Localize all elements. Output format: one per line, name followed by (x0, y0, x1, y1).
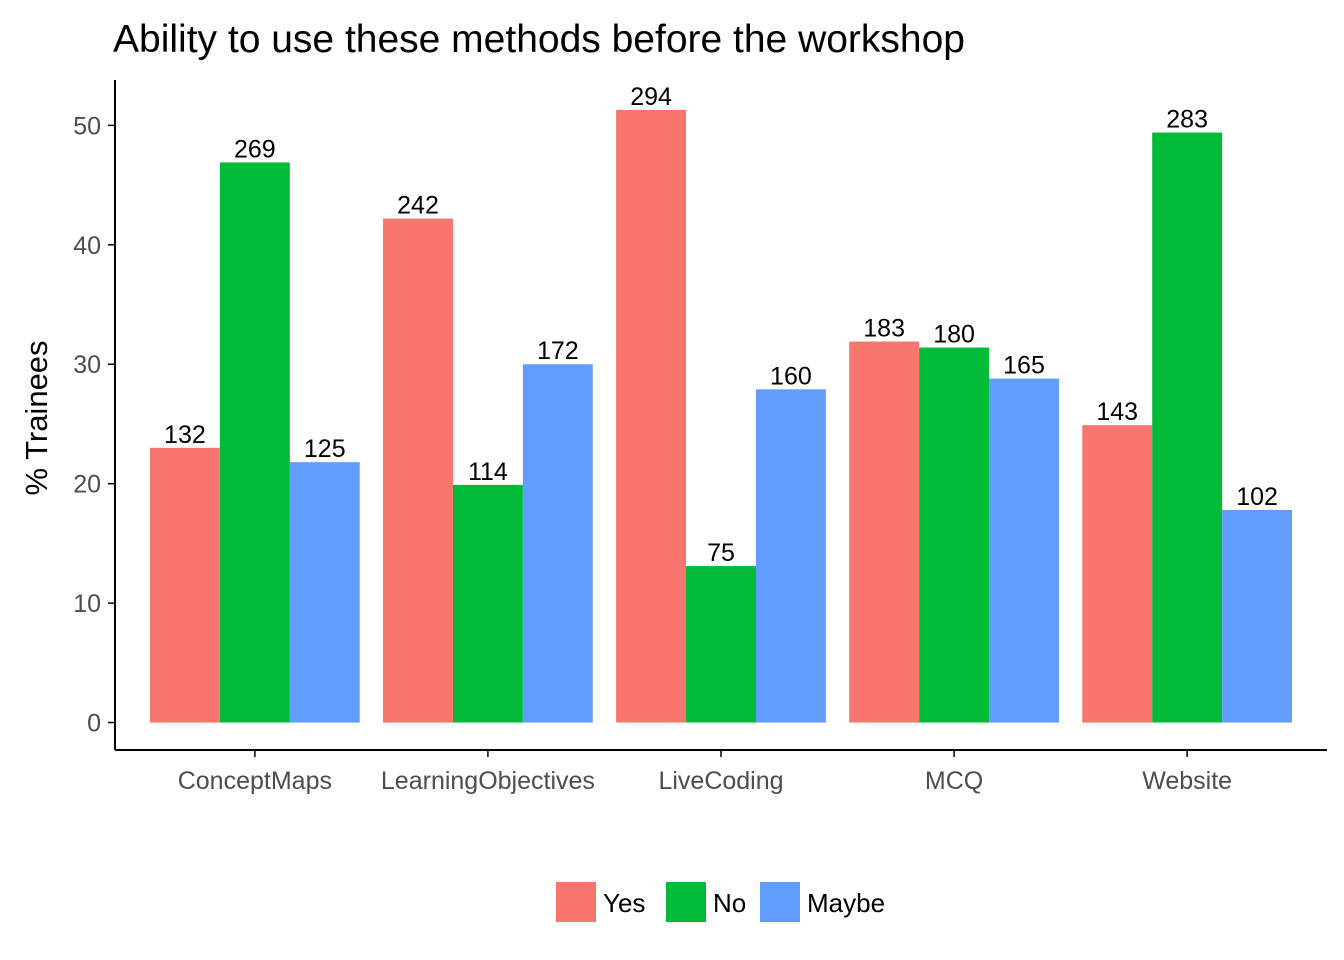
bar-yes-learningobjectives (383, 218, 453, 723)
legend-swatch-no (666, 882, 706, 922)
x-tick-label: Website (1142, 767, 1232, 795)
y-tick-label: 30 (73, 351, 101, 379)
x-tick-label: LearningObjectives (381, 767, 595, 795)
legend: Yes No Maybe (556, 882, 885, 922)
bar-maybe-website (1222, 509, 1293, 723)
bar-value-label: 160 (770, 362, 812, 390)
y-tick-label: 10 (73, 590, 101, 618)
y-axis-label: % Trainees (19, 340, 54, 495)
bar-no-livecoding (686, 566, 756, 723)
y-tick-label: 0 (87, 710, 101, 738)
bar-value-label: 102 (1236, 483, 1278, 511)
bar-yes-mcq (849, 341, 920, 723)
bar-maybe-livecoding (755, 389, 826, 723)
bar-value-label: 180 (933, 321, 975, 349)
bars-layer (149, 109, 1293, 723)
bar-yes-livecoding (616, 109, 687, 723)
bar-no-website (1152, 132, 1223, 723)
bar-no-conceptmaps (219, 162, 290, 723)
bar-value-label: 242 (397, 192, 439, 220)
bar-value-label: 125 (304, 435, 346, 463)
y-axis: 0 10 20 30 40 50 (73, 80, 116, 750)
bar-yes-website (1082, 425, 1153, 723)
bar-value-label: 143 (1096, 398, 1138, 426)
bar-value-label: 183 (863, 315, 905, 343)
x-tick-label: LiveCoding (658, 767, 783, 795)
bar-value-label: 165 (1003, 352, 1045, 380)
bar-value-label: 114 (468, 458, 508, 486)
bar-maybe-conceptmaps (289, 462, 360, 723)
y-tick-label: 20 (73, 471, 101, 499)
bar-maybe-learningobjectives (522, 364, 593, 723)
bar-value-label: 132 (164, 421, 206, 449)
bar-no-mcq (919, 347, 990, 723)
bar-value-label: 172 (537, 337, 579, 365)
bar-value-label: 294 (630, 83, 672, 111)
bar-maybe-mcq (989, 378, 1059, 723)
y-tick-label: 40 (73, 232, 101, 260)
x-tick-label: MCQ (925, 767, 983, 795)
legend-label-maybe: Maybe (807, 888, 885, 918)
bar-yes-conceptmaps (149, 447, 220, 723)
y-tick-label: 50 (73, 112, 101, 140)
x-tick-label: ConceptMaps (178, 767, 332, 795)
bar-labels-layer: 132 269 125 242 114 172 294 75 160 183 180 165 143 28… (164, 83, 1278, 567)
chart-title: Ability to use these methods before the … (113, 18, 965, 61)
legend-label-no: No (713, 888, 746, 918)
bar-value-label: 75 (707, 539, 735, 567)
bar-value-label: 269 (234, 135, 276, 163)
legend-swatch-yes (556, 882, 596, 922)
legend-label-yes: Yes (603, 888, 645, 918)
x-axis: ConceptMaps LearningObjectives LiveCoding M… (115, 749, 1327, 795)
legend-swatch-maybe (760, 882, 800, 922)
bar-value-label: 283 (1166, 106, 1208, 134)
bar-no-learningobjectives (452, 484, 523, 723)
